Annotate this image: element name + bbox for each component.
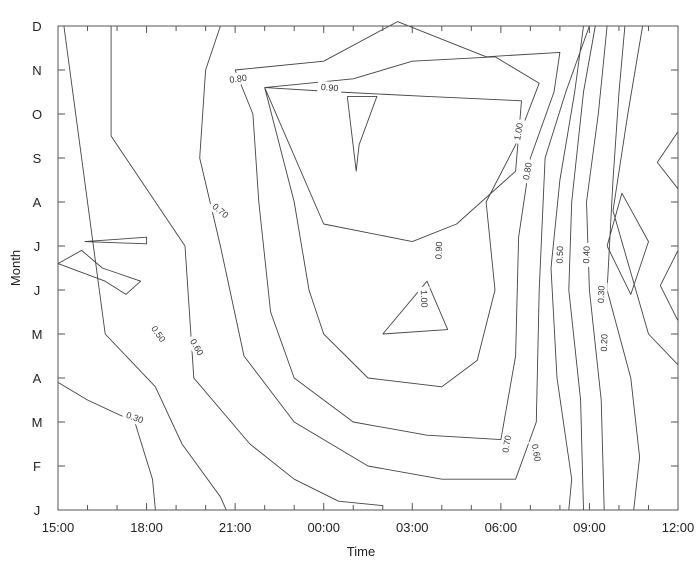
- x-axis-ticks: 15:00 18:00 21:00 00:00 03:00 06:00 09:00 12:00: [42, 26, 695, 535]
- contour-label: 1.00: [419, 290, 430, 308]
- contour-label-bg: [498, 431, 515, 457]
- contour-label: 0.80: [521, 162, 534, 181]
- contour-line-5: [264, 56, 540, 388]
- contour-label: 0.90: [434, 241, 445, 259]
- x-tick-label: 03:00: [396, 520, 429, 535]
- contour-line-4: [234, 21, 561, 441]
- y-tick-label: O: [32, 107, 42, 122]
- x-tick-label: 09:00: [573, 520, 606, 535]
- contour-line-17: [84, 236, 148, 245]
- plot-frame: [57, 25, 679, 511]
- x-tick-label: 12:00: [662, 520, 695, 535]
- contour-label-bg: [594, 282, 608, 307]
- contour-line-16: [659, 250, 679, 322]
- y-tick-label: A: [33, 195, 42, 210]
- y-tick-label: M: [32, 415, 43, 430]
- x-tick-label: 06:00: [485, 520, 518, 535]
- contour-label: 0.70: [500, 434, 513, 453]
- contour-label-bg: [207, 198, 234, 224]
- contour-line-8: [382, 280, 449, 335]
- contour-line-3: [199, 25, 590, 480]
- contour-label: 0.90: [320, 82, 338, 93]
- x-tick-label: 00:00: [307, 520, 340, 535]
- y-tick-label: M: [32, 327, 43, 342]
- contour-labels: 0.80 0.90 1.00 0.80 0.70 0.90 1.00 0.50 0.60 0.30…: [121, 71, 611, 466]
- y-tick-label: J: [34, 283, 41, 298]
- contour-line-13: [612, 25, 679, 366]
- contour-label-bg: [146, 320, 171, 348]
- x-tick-label: 21:00: [219, 520, 252, 535]
- contour-label-bg: [519, 158, 536, 185]
- contour-label: 0.80: [229, 73, 248, 85]
- contour-label-bg: [121, 407, 149, 428]
- contour-label-bg: [528, 439, 545, 466]
- contour-label: 0.40: [581, 246, 592, 264]
- contour-label-bg: [225, 71, 251, 87]
- contour-label: 0.20: [599, 334, 610, 352]
- contour-label-bg: [510, 118, 527, 145]
- y-axis-ticks: J F M A M J J A S O N D: [32, 19, 678, 518]
- contour-line-15: [656, 131, 679, 190]
- y-tick-label: J: [34, 503, 41, 518]
- axes: [57, 25, 679, 511]
- x-axis-title: Time: [347, 544, 375, 559]
- contour-label-bg: [185, 333, 208, 361]
- contour-line-18: [57, 249, 142, 295]
- contour-label: 0.50: [555, 246, 566, 264]
- y-tick-label: J: [34, 239, 41, 254]
- contour-label-bg: [317, 80, 343, 95]
- y-axis-title: Month: [8, 250, 23, 286]
- contour-label: 1.00: [512, 122, 525, 141]
- contour-label-bg: [597, 330, 611, 356]
- contour-label-bg: [417, 286, 431, 312]
- contour-line-10: [568, 25, 596, 511]
- y-tick-label: S: [33, 151, 42, 166]
- contour-line-2: [110, 26, 383, 507]
- x-tick-label: 18:00: [130, 520, 163, 535]
- y-tick-label: F: [33, 459, 41, 474]
- y-tick-label: D: [32, 19, 41, 34]
- contour-label-bg: [580, 242, 593, 268]
- contour-label-bg: [553, 242, 567, 268]
- contour-label-bg: [432, 238, 446, 263]
- y-tick-label: A: [33, 371, 42, 386]
- contour-line-0: [57, 382, 156, 511]
- y-tick-label: N: [32, 63, 41, 78]
- contour-label: 0.60: [530, 443, 543, 462]
- contour-label: 0.30: [596, 285, 607, 303]
- contour-line-1: [63, 25, 227, 511]
- contour-line-6: [264, 87, 522, 243]
- contour-line-11: [586, 25, 608, 511]
- contour-line-7: [346, 95, 378, 172]
- contour-line-12: [606, 25, 641, 511]
- x-tick-label: 15:00: [42, 520, 75, 535]
- contour-line-14: [606, 192, 649, 295]
- contour-line-9: [550, 25, 584, 511]
